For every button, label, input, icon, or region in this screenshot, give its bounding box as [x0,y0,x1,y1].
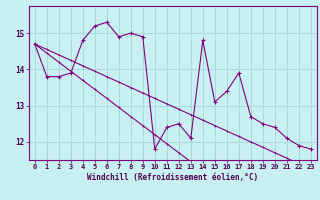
X-axis label: Windchill (Refroidissement éolien,°C): Windchill (Refroidissement éolien,°C) [87,173,258,182]
